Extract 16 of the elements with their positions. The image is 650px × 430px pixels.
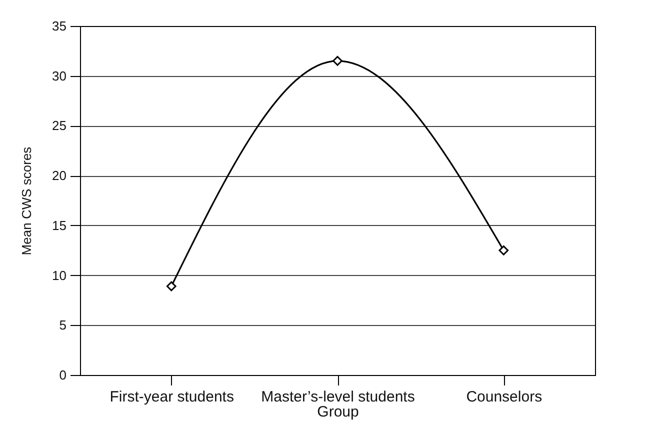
x-tick-label: Counselors — [466, 388, 542, 406]
x-tick-label: First-year students — [110, 388, 234, 406]
y-tick-label: 0 — [59, 368, 66, 382]
y-tick-label: 30 — [52, 68, 66, 84]
point — [498, 245, 509, 256]
y-tick-label: 10 — [52, 268, 66, 283]
y-tick-label: 20 — [52, 168, 66, 184]
point — [166, 281, 176, 292]
y-tick-label: 5 — [59, 318, 66, 333]
point — [332, 56, 342, 66]
y-tick-label: 25 — [52, 118, 66, 134]
y-tick-label: 35 — [52, 18, 66, 34]
x-axis-title: Group — [317, 404, 359, 420]
x-tick-label: Master’s-level students — [261, 388, 415, 406]
y-tick-label: 15 — [52, 218, 66, 233]
y-axis-title: Mean CWS scores — [19, 146, 34, 256]
